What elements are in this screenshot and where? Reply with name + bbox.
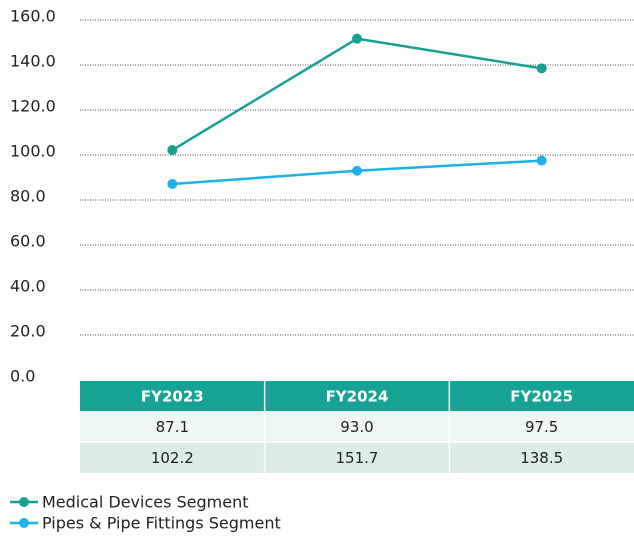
data-point (352, 33, 362, 44)
table-row (80, 442, 634, 473)
y-tick-label: 160.0 (10, 7, 56, 26)
table-cell: 97.5 (525, 418, 558, 436)
table-header-cell: FY2023 (141, 388, 204, 406)
legend-label: Medical Devices Segment (42, 493, 249, 512)
data-point (536, 63, 547, 74)
y-tick-label: 140.0 (10, 52, 56, 71)
table-cell: 93.0 (340, 418, 373, 436)
table-cell: 138.5 (520, 449, 563, 467)
data-point (167, 145, 178, 156)
legend-label: Pipes & Pipe Fittings Segment (42, 514, 281, 533)
table-header-cell: FY2025 (510, 388, 573, 406)
y-tick-label: 120.0 (10, 97, 56, 116)
data-point (167, 179, 178, 190)
y-tick-label: 0.0 (10, 367, 35, 386)
table-cell: 87.1 (156, 418, 189, 436)
table-cell: 151.7 (336, 449, 379, 467)
y-tick-label: 80.0 (10, 187, 46, 206)
table-header (80, 381, 634, 411)
table-header-cell: FY2024 (326, 388, 389, 406)
table-row (80, 411, 634, 442)
y-tick-label: 60.0 (10, 232, 46, 251)
data-point (536, 155, 547, 166)
table-cell: 102.2 (151, 449, 194, 467)
data-point (352, 165, 362, 176)
y-tick-label: 40.0 (10, 277, 46, 296)
legend-marker (19, 497, 29, 507)
series-line (171, 37, 542, 152)
y-tick-label: 20.0 (10, 322, 46, 341)
legend-marker (19, 518, 29, 528)
y-tick-label: 100.0 (10, 142, 56, 161)
